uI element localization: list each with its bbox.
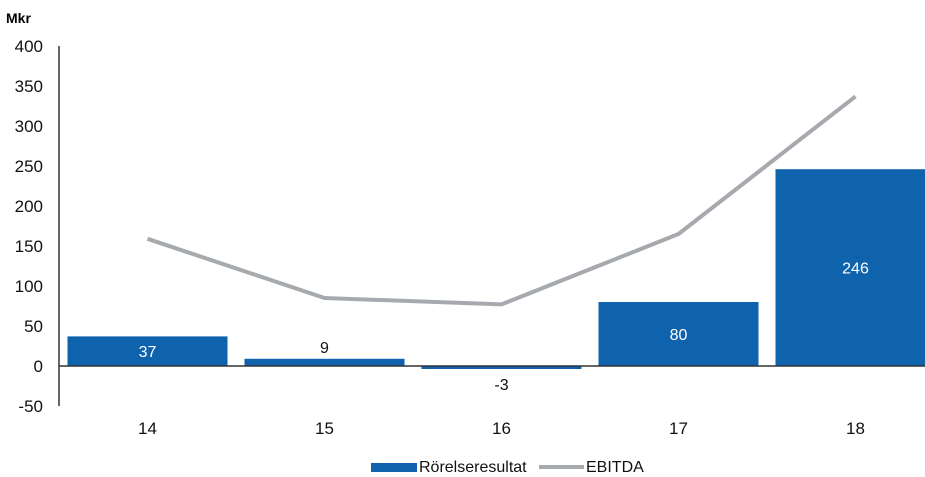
x-tick-label: 15 xyxy=(315,419,334,438)
x-tick-label: 16 xyxy=(492,419,511,438)
ebitda-line xyxy=(146,94,857,307)
bar-15 xyxy=(244,358,405,366)
y-tick-label: 300 xyxy=(15,117,43,136)
x-tick-label: 17 xyxy=(669,419,688,438)
legend-swatch-rorelseresultat xyxy=(371,463,417,472)
ebitda-line-group xyxy=(146,94,857,307)
data-label-15: 9 xyxy=(320,340,329,357)
x-tick-label: 14 xyxy=(138,419,157,438)
y-tick-label: 350 xyxy=(15,77,43,96)
bar-18 xyxy=(775,169,925,366)
y-tick-label: 400 xyxy=(15,37,43,56)
data-label-16: -3 xyxy=(494,377,508,394)
y-tick-label: 200 xyxy=(15,197,43,216)
data-label-14: 37 xyxy=(139,344,157,361)
data-label-18: 246 xyxy=(842,261,869,278)
bar-16 xyxy=(421,366,582,369)
y-axis-ticks: 400 350 300 250 200 150 100 50 0 -50 xyxy=(15,37,43,416)
y-tick-label: 100 xyxy=(15,277,43,296)
y-tick-label: -50 xyxy=(18,397,43,416)
axes xyxy=(58,46,925,406)
legend-label-rorelseresultat: Rörelseresultat xyxy=(419,459,527,476)
y-tick-label: 50 xyxy=(24,317,43,336)
unit-label: Mkr xyxy=(6,10,31,26)
legend-label-ebitda: EBITDA xyxy=(586,459,644,476)
bar-14 xyxy=(67,336,228,366)
data-label-17: 80 xyxy=(670,327,688,344)
x-axis-ticks: 14 15 16 17 18 xyxy=(138,419,865,438)
bar-17 xyxy=(598,302,759,366)
data-labels: 37 9 -3 80 246 xyxy=(139,261,869,394)
legend: Rörelseresultat EBITDA xyxy=(371,459,644,476)
y-tick-label: 250 xyxy=(15,157,43,176)
bars xyxy=(67,169,925,369)
y-tick-label: 150 xyxy=(15,237,43,256)
y-tick-label: 0 xyxy=(34,357,43,376)
x-tick-label: 18 xyxy=(846,419,865,438)
